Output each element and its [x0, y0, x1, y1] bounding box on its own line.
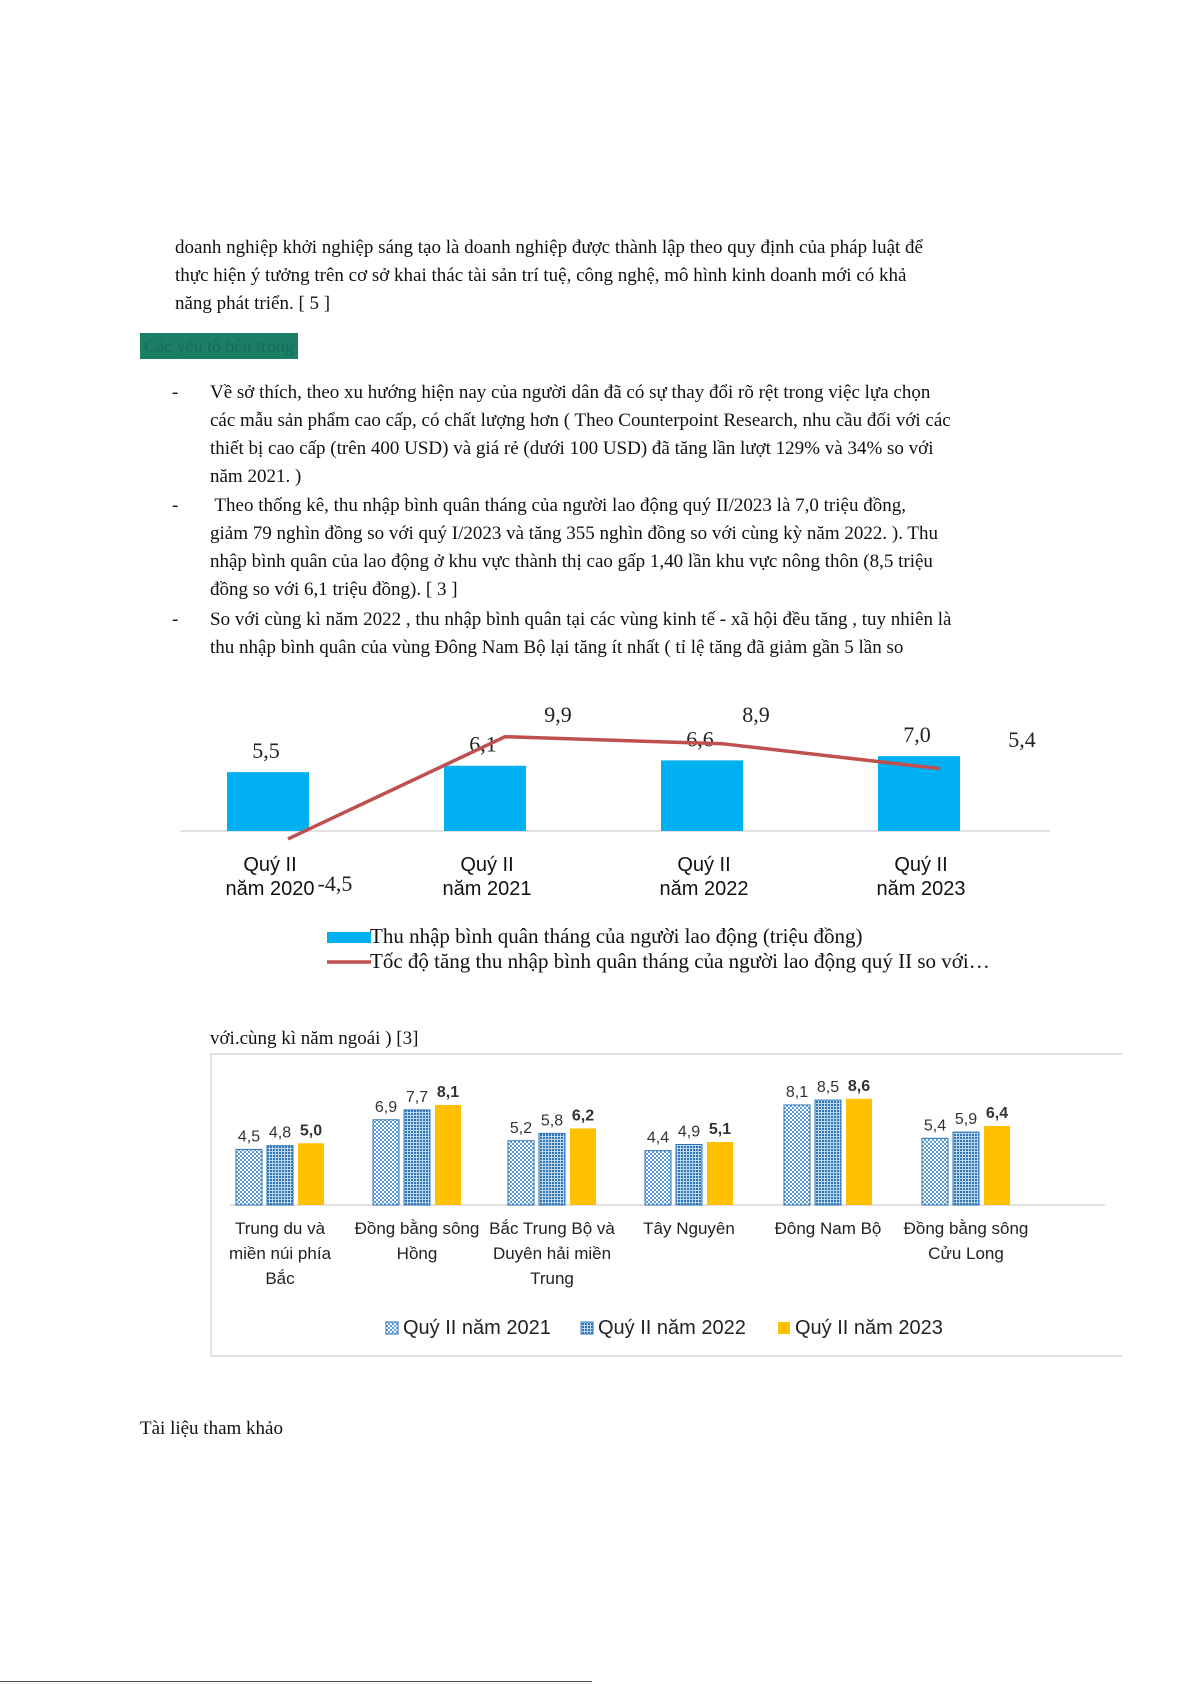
region-axis-label: Trung du và miền núi phía Bắc	[229, 1219, 332, 1288]
regional-income-chart: 4,5 6,9 5,2 4,4 8,1 5,4 4,8 7,7 5,8 4,9 8,5 5,9 5,0 8…	[210, 1053, 1122, 1357]
region-bar	[372, 1119, 400, 1206]
income-bar-label: 6,6	[686, 726, 714, 751]
region-bar	[538, 1132, 566, 1206]
growth-rate-label: 9,9	[544, 702, 572, 727]
bullet-marker: -	[172, 609, 179, 630]
legend-bar-swatch	[327, 932, 371, 943]
bullet-line: nhập bình quân của lao động ở khu vực th…	[210, 551, 933, 572]
bullet-item-regions: So với cùng kì năm 2022 , thu nhập bình …	[210, 606, 1050, 662]
region-bar-label: 6,9	[375, 1099, 397, 1116]
region-bar-label: 5,1	[709, 1121, 731, 1138]
bullet-line: thu nhập bình quân của vùng Đông Nam Bộ …	[210, 637, 904, 658]
region-bar-label: 8,1	[786, 1084, 808, 1101]
growth-rate-line	[287, 734, 941, 841]
quarter-axis-label: Quý II năm 2020	[226, 854, 315, 900]
section-heading: Các yếu tố bên trong	[140, 333, 298, 359]
bullet-line: Theo thống kê, thu nhập bình quân tháng …	[210, 495, 906, 516]
legend-2021-label: Quý II năm 2021	[403, 1317, 551, 1339]
legend-2022-label: Quý II năm 2022	[598, 1317, 746, 1339]
region-bar	[675, 1143, 703, 1206]
bullet-line: các mẫu sản phẩm cao cấp, có chất lượng …	[210, 410, 951, 431]
bullet-line: So với cùng kì năm 2022 , thu nhập bình …	[210, 609, 952, 630]
region-bar-label: 7,7	[406, 1089, 428, 1106]
continuation-text: với.cùng kì năm ngoái ) [3]	[210, 1028, 419, 1049]
income-bar	[878, 756, 960, 831]
region-bar-label: 5,2	[510, 1120, 532, 1137]
region-bar-label: 4,8	[269, 1125, 291, 1142]
region-axis-label: Đồng bằng sông Hồng	[355, 1219, 480, 1263]
legend-2023-swatch	[778, 1322, 790, 1334]
bullet-line: năm 2021. )	[210, 466, 302, 487]
intro-paragraph: doanh nghiệp khởi nghiệp sáng tạo là doa…	[175, 234, 1035, 318]
region-axis-label: Đồng bằng sông Cửu Long	[904, 1219, 1029, 1263]
region-bar	[435, 1104, 461, 1205]
bullet-line: Về sở thích, theo xu hướng hiện nay của …	[210, 382, 931, 403]
growth-rate-label: 8,9	[742, 702, 770, 727]
region-bar	[984, 1125, 1010, 1205]
legend-line-label: Tốc độ tăng thu nhập bình quân tháng của…	[370, 949, 990, 973]
region-bar	[507, 1140, 535, 1206]
region-bar	[707, 1142, 733, 1205]
region-bar-label: 4,4	[647, 1130, 669, 1147]
quarter-axis-label: Quý II năm 2023	[877, 854, 966, 900]
region-bar-label: 4,9	[678, 1123, 700, 1140]
quarter-axis-label: Quý II năm 2022	[660, 854, 749, 900]
intro-line: thực hiện ý tưởng trên cơ sở khai thác t…	[175, 265, 907, 286]
income-bar-label: 7,0	[903, 722, 931, 747]
region-bar	[783, 1104, 811, 1206]
region-axis-label: Đông Nam Bộ	[775, 1219, 882, 1238]
bullet-line: đồng so với 6,1 triệu đồng). [ 3 ]	[210, 579, 458, 600]
region-axis-label: Tây Nguyên	[643, 1219, 735, 1238]
legend-2022-swatch	[580, 1321, 594, 1335]
region-bar-label: 8,6	[848, 1078, 870, 1095]
bullet-item-statistics: Theo thống kê, thu nhập bình quân tháng …	[210, 492, 1050, 604]
intro-line: năng phát triển. [ 5 ]	[175, 293, 331, 314]
region-bar	[846, 1098, 872, 1205]
legend-2023-label: Quý II năm 2023	[795, 1317, 943, 1339]
region-bar	[403, 1109, 431, 1206]
region-bar	[266, 1145, 294, 1206]
region-bar-label: 5,9	[955, 1111, 977, 1128]
region-bar-label: 6,4	[986, 1105, 1008, 1122]
region-bar	[644, 1150, 672, 1206]
region-bar-label: 5,0	[300, 1122, 322, 1139]
region-bar	[298, 1143, 324, 1205]
legend-bar-label: Thu nhập bình quân tháng của người lao đ…	[370, 924, 863, 948]
region-bar	[814, 1099, 842, 1206]
legend-2021-swatch	[385, 1321, 399, 1335]
region-bar-label: 4,5	[238, 1128, 260, 1145]
income-trend-chart: 5,5 6,1 6,6 7,0 -4,59,9 8,95,4 Quý II năm 202…	[180, 702, 1050, 973]
footnote-divider	[0, 1681, 592, 1682]
region-bar-label: 6,2	[572, 1107, 594, 1124]
region-bar	[570, 1128, 596, 1205]
bullet-marker: -	[172, 382, 179, 403]
intro-line: doanh nghiệp khởi nghiệp sáng tạo là doa…	[175, 237, 923, 258]
bullet-line: thiết bị cao cấp (trên 400 USD) và giá r…	[210, 438, 934, 459]
region-axis-label: Bắc Trung Bộ và Duyên hải miền Trung	[489, 1219, 615, 1288]
region-bar-label: 8,1	[437, 1084, 459, 1101]
growth-rate-label: 5,4	[1008, 727, 1036, 752]
bullet-marker: -	[172, 495, 179, 516]
region-bar-label: 5,4	[924, 1117, 946, 1134]
income-bar-label: 5,5	[252, 738, 280, 763]
income-bar	[444, 765, 526, 831]
bullet-line: giảm 79 nghìn đồng so với quý I/2023 và …	[210, 523, 938, 544]
references-title: Tài liệu tham khảo	[140, 1418, 283, 1439]
income-bar	[661, 760, 743, 831]
region-bar	[921, 1137, 949, 1206]
region-bar-label: 8,5	[817, 1079, 839, 1096]
income-bar	[227, 772, 309, 831]
region-bar	[952, 1131, 980, 1206]
bullet-item-preferences: Về sở thích, theo xu hướng hiện nay của …	[210, 379, 1050, 491]
growth-rate-label: -4,5	[318, 871, 353, 896]
region-bar	[235, 1148, 263, 1206]
quarter-axis-label: Quý II năm 2021	[443, 854, 532, 900]
region-bar-label: 5,8	[541, 1112, 563, 1129]
